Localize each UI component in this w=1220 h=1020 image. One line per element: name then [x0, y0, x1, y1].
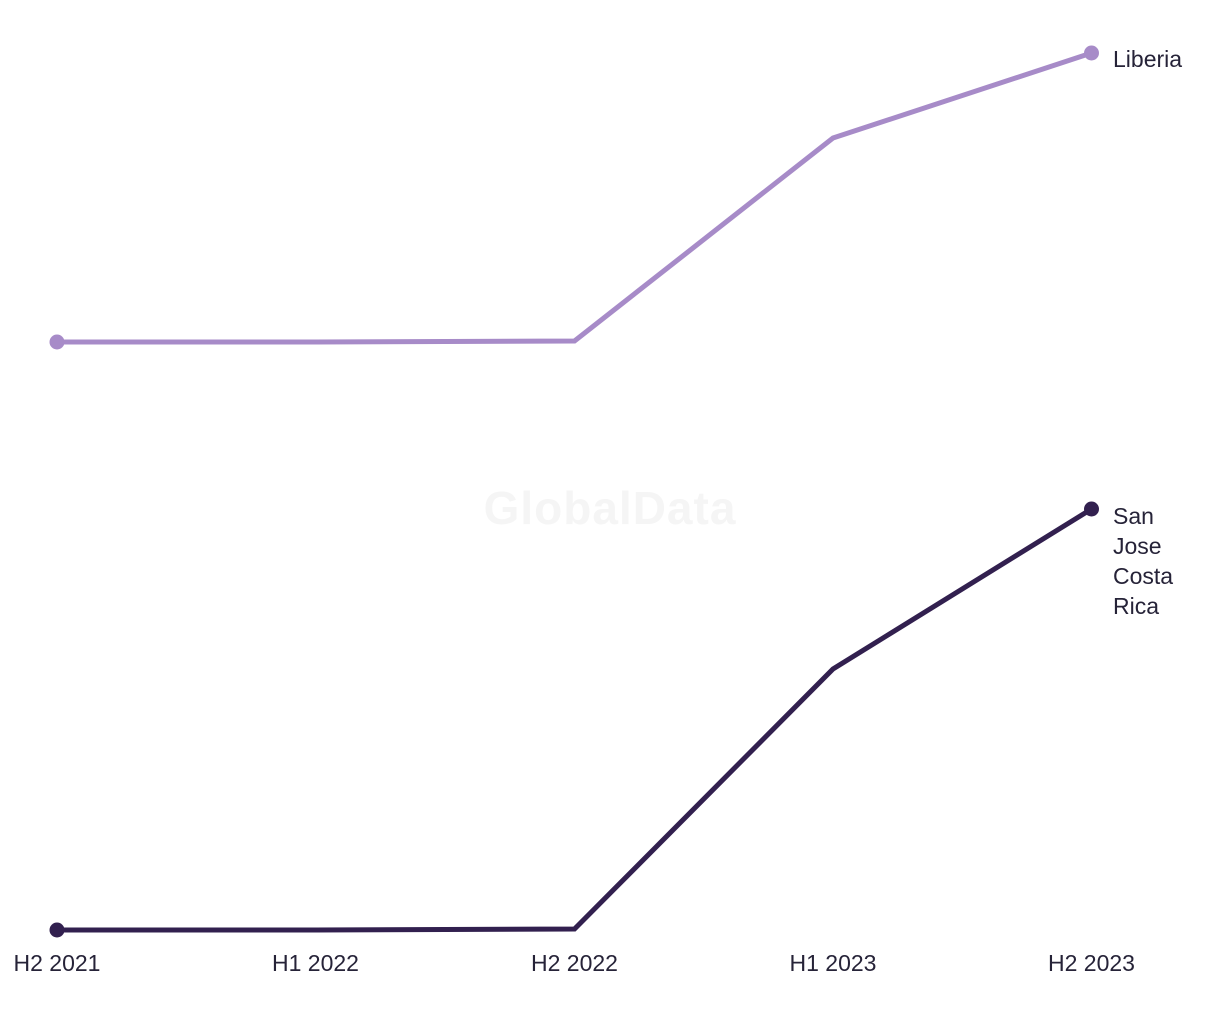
- series-label-line: Rica: [1113, 593, 1160, 619]
- series-marker-liberia: [49, 334, 65, 350]
- series-label-line: Costa: [1113, 563, 1174, 589]
- series-marker-san-jose-costa-rica: [1084, 501, 1099, 517]
- series-line-liberia: [57, 50, 1093, 345]
- series-line-san-jose-costa-rica: [57, 506, 1093, 933]
- x-tick-label-4: H2 2023: [1048, 950, 1135, 976]
- series-label-san-jose-costa-rica: San Jose Costa Rica: [1113, 501, 1173, 621]
- series-marker-liberia: [1084, 45, 1099, 61]
- series-label-line: Jose: [1113, 533, 1162, 559]
- x-tick-label-3: H1 2023: [789, 950, 877, 976]
- globaldata-watermark: GlobalData: [483, 482, 737, 534]
- x-tick-label-1: H1 2022: [272, 950, 359, 976]
- x-axis: H2 2021 H1 2022 H2 2022 H1 2023 H2 2023: [0, 950, 1220, 980]
- x-tick-label-0: H2 2021: [13, 950, 101, 976]
- series-label-liberia: Liberia: [1113, 46, 1183, 72]
- series-label-line: San: [1113, 503, 1154, 529]
- x-tick-label-2: H2 2022: [531, 950, 618, 976]
- series-marker-san-jose-costa-rica: [49, 922, 65, 938]
